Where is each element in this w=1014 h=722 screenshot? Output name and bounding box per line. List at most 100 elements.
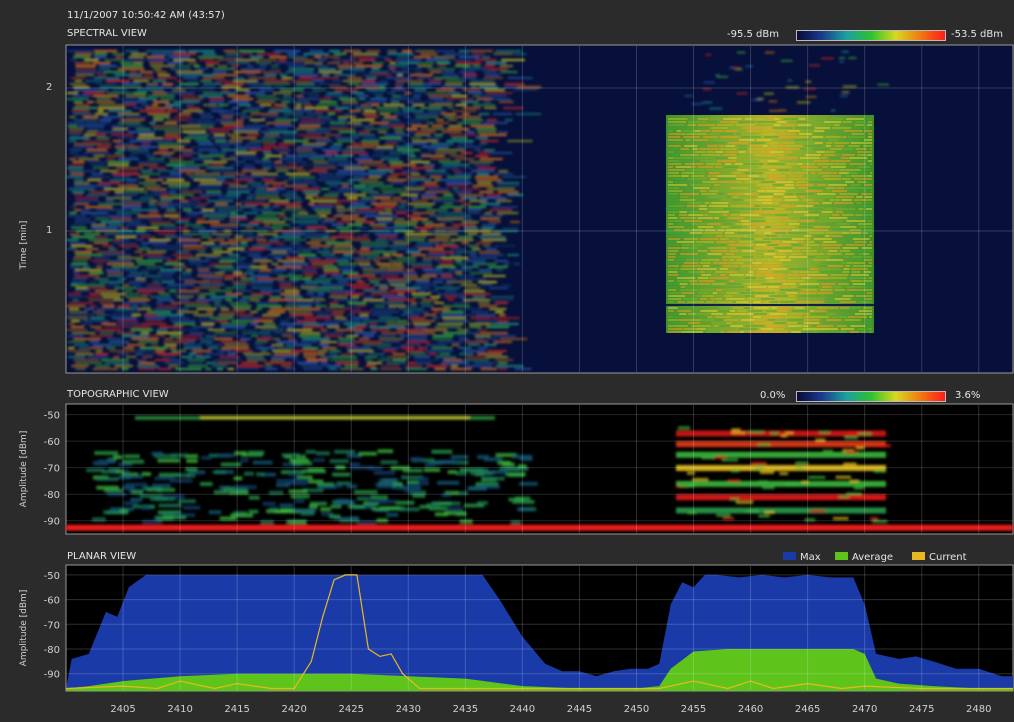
- spectral-noise-streak: [264, 80, 289, 82]
- spectral-noise-streak: [310, 296, 324, 298]
- spectral-blob-streak: [821, 166, 828, 168]
- spectral-blob-streak: [761, 208, 775, 210]
- spectral-noise-streak: [383, 104, 405, 106]
- spectral-noise-streak: [66, 92, 79, 94]
- spectral-blob-streak: [869, 316, 872, 318]
- spectral-blob-streak: [863, 145, 872, 147]
- spectral-blob-streak: [711, 313, 723, 315]
- spectral-blob-streak: [717, 229, 725, 231]
- spectral-noise-streak: [329, 302, 338, 304]
- spectral-noise-streak: [141, 170, 153, 172]
- topo-signal-cell: [679, 484, 694, 488]
- spectral-noise-streak: [99, 131, 124, 133]
- spectral-blob-streak: [710, 256, 722, 258]
- spectral-noise-streak: [263, 206, 270, 208]
- spectral-blob-streak: [767, 319, 776, 321]
- topo-signal-cell: [849, 479, 860, 483]
- spectral-blob-streak: [821, 319, 826, 321]
- spectral-noise-streak: [257, 305, 282, 307]
- spectral-noise-streak: [263, 83, 291, 85]
- spectral-noise-streak: [472, 296, 486, 298]
- spectral-noise-streak: [209, 263, 232, 265]
- spectral-blob-streak: [826, 187, 835, 189]
- spectral-noise-streak: [434, 179, 441, 181]
- spectral-blob-streak: [798, 187, 808, 189]
- spectral-noise-streak: [339, 257, 365, 259]
- spectral-blob-streak: [735, 124, 756, 126]
- spectral-blob-streak: [728, 244, 746, 246]
- spectral-noise-streak: [352, 53, 379, 55]
- spectral-blob-streak: [712, 274, 717, 276]
- spectral-noise-streak: [716, 75, 728, 78]
- spectral-noise-streak: [85, 122, 110, 124]
- spectral-noise-streak: [137, 215, 162, 217]
- spectral-noise-streak: [245, 74, 257, 76]
- spectral-blob-streak: [816, 325, 834, 327]
- spectral-noise-streak: [81, 209, 90, 211]
- spectral-noise-streak: [85, 206, 113, 208]
- spectral-blob-streak: [679, 283, 688, 285]
- spectral-noise-streak: [715, 74, 720, 77]
- spectral-blob-streak: [766, 148, 779, 150]
- spectral-noise-streak: [427, 122, 434, 124]
- spectral-noise-streak: [216, 368, 224, 370]
- spectral-noise-streak: [428, 95, 451, 97]
- spectral-noise-streak: [405, 368, 427, 370]
- spectral-noise-streak: [126, 344, 146, 346]
- spectral-noise-streak: [89, 347, 104, 349]
- spectral-noise-streak: [336, 227, 351, 229]
- spectral-noise-streak: [404, 92, 412, 94]
- spectral-noise-streak: [361, 191, 379, 193]
- spectral-noise-streak: [106, 158, 115, 160]
- spectral-noise-streak: [421, 197, 440, 199]
- x-tick-label: 2470: [852, 704, 877, 715]
- topo-noise-cell: [293, 508, 317, 513]
- spectral-blob-streak: [870, 163, 872, 165]
- spectral-noise-streak: [319, 275, 326, 277]
- spectral-noise-streak: [283, 218, 296, 220]
- spectral-blob-streak: [698, 208, 708, 210]
- spectral-noise-streak: [180, 299, 190, 301]
- spectral-blob-streak: [821, 157, 828, 159]
- spectral-noise-streak: [213, 338, 233, 340]
- spectral-noise-streak: [289, 278, 301, 280]
- spectral-noise-streak: [296, 152, 317, 154]
- spectral-noise-streak: [495, 302, 508, 304]
- spectral-blob-streak: [783, 196, 797, 198]
- spectral-noise-streak: [402, 170, 418, 172]
- spectral-noise-streak: [137, 290, 165, 292]
- spectral-noise-streak: [370, 194, 393, 196]
- spectral-blob-streak: [681, 244, 691, 246]
- x-tick-label: 2420: [281, 704, 306, 715]
- topo-noise-cell: [358, 451, 377, 456]
- spectral-noise-streak: [177, 239, 201, 241]
- spectral-noise-streak: [216, 320, 229, 322]
- spectral-blob-streak: [800, 166, 819, 168]
- spectral-blob-streak: [770, 238, 791, 240]
- topo-signal-cell: [844, 436, 858, 440]
- spectral-noise-streak: [99, 302, 114, 304]
- spectral-noise-streak: [117, 257, 143, 259]
- spectral-noise-streak: [337, 164, 362, 166]
- spectral-noise-streak: [136, 350, 146, 352]
- spectral-noise-streak: [369, 71, 389, 73]
- spectral-noise-streak: [478, 281, 497, 283]
- spectral-blob-streak: [716, 289, 723, 291]
- spectral-noise-streak: [175, 71, 203, 73]
- spectral-noise-streak: [107, 284, 120, 286]
- spectral-noise-streak: [395, 131, 404, 133]
- spectral-noise-streak: [219, 260, 236, 262]
- spectral-noise-streak: [507, 77, 533, 79]
- spectral-noise-streak: [362, 269, 386, 271]
- spectral-blob-streak: [842, 154, 855, 156]
- spectral-noise-streak: [103, 254, 131, 256]
- spectral-blob-streak: [744, 295, 754, 297]
- spectral-noise-streak: [768, 100, 778, 103]
- spectral-blob-streak: [848, 136, 865, 138]
- spectral-noise-streak: [396, 329, 422, 331]
- spectral-noise-streak: [303, 53, 329, 55]
- spectral-noise-streak: [96, 314, 107, 316]
- spectral-blob-streak: [805, 244, 819, 246]
- spectral-noise-streak: [239, 251, 262, 253]
- spectral-blob-streak: [728, 157, 737, 159]
